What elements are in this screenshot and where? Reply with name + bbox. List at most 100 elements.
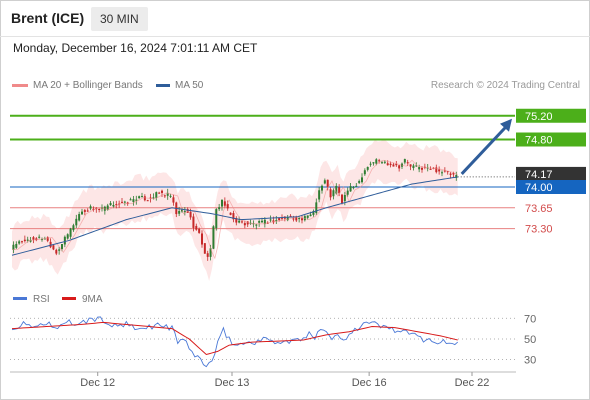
legend-ma20-bollinger: MA 20 + Bollinger Bands xyxy=(12,80,143,91)
legend-ma50: MA 50 xyxy=(156,80,203,91)
candle-body xyxy=(166,192,169,196)
candle-body xyxy=(412,165,415,169)
candle-body xyxy=(178,210,181,214)
candle-body xyxy=(421,167,423,170)
candle-body xyxy=(198,228,201,233)
candle-body xyxy=(169,195,172,197)
candle-body xyxy=(146,200,149,202)
candle-body xyxy=(355,185,358,187)
candle-body xyxy=(386,163,389,166)
resistance-label-1: 75.20 xyxy=(516,108,586,123)
candle-body xyxy=(232,213,235,220)
candle-body xyxy=(381,162,383,164)
candle-body xyxy=(123,201,126,203)
candle-body xyxy=(366,166,369,170)
candle-body xyxy=(201,233,203,245)
candle-body xyxy=(49,241,52,248)
candle-body xyxy=(195,225,198,230)
candle-body xyxy=(375,159,378,164)
candle-body xyxy=(121,201,123,203)
resistance-label-2: 74.80 xyxy=(516,132,586,147)
candle-body xyxy=(212,226,215,249)
candle-body xyxy=(58,249,61,251)
rsi-tick-50: 50 xyxy=(524,334,536,346)
candle-body xyxy=(349,186,352,192)
candle-body xyxy=(92,208,95,210)
candle-body xyxy=(61,244,63,249)
support-label-1-text: 73.65 xyxy=(525,203,553,215)
candle-body xyxy=(346,190,349,195)
candle-body xyxy=(29,240,32,242)
header-bar: Brent (ICE) 30 MIN xyxy=(0,0,590,37)
candle-body xyxy=(395,163,398,166)
candle-body xyxy=(455,174,458,178)
candle-body xyxy=(66,234,69,239)
candle-body xyxy=(143,196,146,201)
candle-body xyxy=(409,164,412,167)
legend-label-9ma: 9MA xyxy=(82,294,103,305)
candle-body xyxy=(89,206,92,209)
candle-body xyxy=(429,168,432,170)
candle-body xyxy=(383,161,386,163)
legend-swatch-rsi xyxy=(13,297,27,300)
forecast-arrow-head xyxy=(500,118,512,132)
rsi-tick-30: 30 xyxy=(524,355,536,367)
candle-body xyxy=(298,218,301,220)
candle-body xyxy=(112,204,115,207)
candle-body xyxy=(441,172,443,174)
candle-body xyxy=(321,185,323,191)
candle-body xyxy=(129,199,132,201)
candle-body xyxy=(46,237,49,241)
candle-body xyxy=(315,202,318,214)
candle-body xyxy=(172,197,175,203)
candle-body xyxy=(435,167,438,173)
current-price-label-bg xyxy=(516,166,586,181)
candle-body xyxy=(226,204,229,209)
candle-body xyxy=(209,248,212,257)
candle-body xyxy=(392,164,395,167)
candle-body xyxy=(126,202,129,204)
current-price-label-text: 74.17 xyxy=(525,169,553,181)
support-label-2: 73.30 xyxy=(525,224,553,236)
candle-body xyxy=(418,167,421,170)
candle-body xyxy=(243,223,246,226)
candle-body xyxy=(372,162,375,164)
candle-body xyxy=(258,221,261,223)
candle-body xyxy=(138,196,141,199)
candle-body xyxy=(449,173,452,175)
candle-body xyxy=(161,190,163,193)
pivot-label-text: 74.00 xyxy=(525,182,553,194)
candle-body xyxy=(295,217,298,221)
candle-body xyxy=(235,218,238,223)
candle-body xyxy=(192,216,195,228)
legend-label-ma50: MA 50 xyxy=(175,80,204,91)
candle-body xyxy=(238,220,241,223)
legend-label-rsi: RSI xyxy=(33,294,50,305)
candle-body xyxy=(335,185,338,194)
x-tick-label-2: Dec 13 xyxy=(215,377,250,389)
candle-body xyxy=(309,214,312,217)
candle-body xyxy=(106,205,109,210)
candle-body xyxy=(35,238,38,241)
candle-body xyxy=(329,189,332,198)
ma50-line xyxy=(11,176,458,256)
legend-swatch-ma20 xyxy=(12,83,28,87)
x-tick-label-4: Dec 22 xyxy=(455,377,490,389)
candle-body xyxy=(229,212,232,215)
candle-body xyxy=(98,209,101,211)
candle-body xyxy=(241,221,243,223)
candle-body xyxy=(369,163,372,165)
candle-body xyxy=(332,190,335,197)
candle-body xyxy=(246,221,249,225)
candle-body xyxy=(286,217,289,221)
candle-body xyxy=(186,209,189,213)
candle-body xyxy=(141,196,143,198)
candles xyxy=(12,158,458,261)
candle-body xyxy=(301,218,303,221)
x-tick-label-1: Dec 12 xyxy=(80,377,115,389)
timeframe-badge[interactable]: 30 MIN xyxy=(91,7,148,31)
candle-body xyxy=(41,239,43,241)
support-label-1: 73.65 xyxy=(525,203,553,215)
candle-body xyxy=(415,165,418,167)
candle-body xyxy=(132,199,135,203)
